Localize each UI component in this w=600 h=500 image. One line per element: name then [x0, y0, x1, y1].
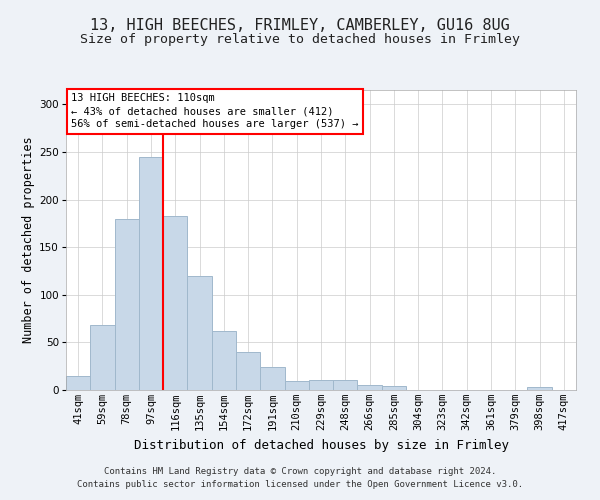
X-axis label: Distribution of detached houses by size in Frimley: Distribution of detached houses by size … [133, 438, 509, 452]
Bar [260, 367, 284, 390]
Text: Contains public sector information licensed under the Open Government Licence v3: Contains public sector information licen… [77, 480, 523, 489]
Text: 13, HIGH BEECHES, FRIMLEY, CAMBERLEY, GU16 8UG: 13, HIGH BEECHES, FRIMLEY, CAMBERLEY, GU… [90, 18, 510, 32]
Y-axis label: Number of detached properties: Number of detached properties [22, 136, 35, 344]
Bar [115, 218, 139, 390]
Bar [527, 387, 552, 390]
Bar [309, 380, 333, 390]
Bar [163, 216, 187, 390]
Bar [66, 376, 90, 390]
Bar [382, 386, 406, 390]
Bar [284, 382, 309, 390]
Text: Size of property relative to detached houses in Frimley: Size of property relative to detached ho… [80, 32, 520, 46]
Text: Contains HM Land Registry data © Crown copyright and database right 2024.: Contains HM Land Registry data © Crown c… [104, 467, 496, 476]
Bar [358, 385, 382, 390]
Bar [333, 380, 358, 390]
Bar [139, 156, 163, 390]
Bar [236, 352, 260, 390]
Text: 13 HIGH BEECHES: 110sqm
← 43% of detached houses are smaller (412)
56% of semi-d: 13 HIGH BEECHES: 110sqm ← 43% of detache… [71, 93, 359, 130]
Bar [187, 276, 212, 390]
Bar [212, 331, 236, 390]
Bar [90, 325, 115, 390]
